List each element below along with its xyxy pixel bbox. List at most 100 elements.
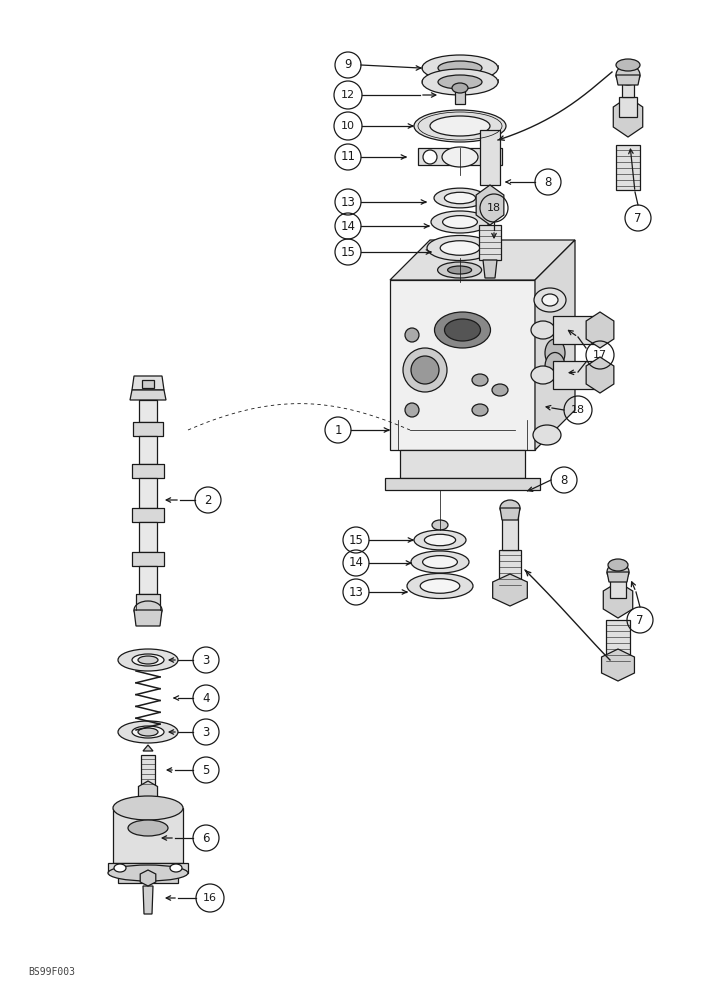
Text: 15: 15: [349, 534, 363, 546]
Ellipse shape: [431, 211, 489, 233]
Ellipse shape: [472, 374, 488, 386]
Text: 17: 17: [593, 350, 607, 360]
Ellipse shape: [438, 61, 482, 75]
Ellipse shape: [113, 796, 183, 820]
Ellipse shape: [434, 188, 486, 208]
Text: 18: 18: [571, 405, 585, 415]
Ellipse shape: [438, 75, 482, 89]
Polygon shape: [502, 510, 518, 550]
Ellipse shape: [423, 556, 457, 568]
Ellipse shape: [442, 147, 478, 167]
Polygon shape: [607, 572, 629, 582]
Polygon shape: [143, 745, 153, 751]
Text: 14: 14: [340, 220, 355, 232]
Polygon shape: [603, 582, 633, 618]
Polygon shape: [136, 594, 160, 610]
Text: 18: 18: [487, 203, 501, 213]
Text: 3: 3: [202, 726, 210, 738]
Ellipse shape: [118, 721, 178, 743]
Polygon shape: [118, 873, 178, 883]
Polygon shape: [134, 610, 162, 626]
Ellipse shape: [452, 83, 468, 93]
Polygon shape: [138, 781, 157, 803]
Ellipse shape: [118, 649, 178, 671]
Polygon shape: [130, 390, 166, 400]
Text: 10: 10: [341, 121, 355, 131]
Polygon shape: [479, 225, 501, 260]
Polygon shape: [132, 376, 164, 390]
Polygon shape: [385, 478, 540, 490]
Text: BS99F003: BS99F003: [28, 967, 75, 977]
Polygon shape: [133, 422, 163, 436]
Polygon shape: [610, 578, 626, 598]
Polygon shape: [622, 80, 634, 97]
Text: 7: 7: [637, 613, 644, 626]
Ellipse shape: [438, 262, 481, 278]
Text: 15: 15: [340, 245, 355, 258]
Polygon shape: [480, 130, 500, 185]
Text: 16: 16: [203, 893, 217, 903]
Polygon shape: [139, 400, 157, 422]
Text: 7: 7: [634, 212, 642, 225]
Text: 14: 14: [348, 556, 364, 570]
Ellipse shape: [132, 726, 164, 738]
Ellipse shape: [443, 216, 478, 228]
Ellipse shape: [422, 55, 498, 81]
Ellipse shape: [132, 654, 164, 666]
Text: 5: 5: [202, 764, 210, 776]
Ellipse shape: [424, 534, 456, 546]
Text: 12: 12: [341, 90, 355, 100]
Polygon shape: [476, 185, 504, 225]
Ellipse shape: [405, 328, 419, 342]
Polygon shape: [619, 97, 637, 117]
Ellipse shape: [432, 520, 448, 530]
Ellipse shape: [616, 65, 640, 85]
Ellipse shape: [423, 150, 437, 164]
Ellipse shape: [414, 110, 506, 142]
Polygon shape: [613, 97, 643, 137]
Text: 9: 9: [344, 58, 352, 72]
Ellipse shape: [430, 116, 490, 136]
Ellipse shape: [427, 235, 493, 261]
Ellipse shape: [533, 425, 561, 445]
Polygon shape: [132, 464, 164, 478]
Polygon shape: [132, 508, 164, 522]
Polygon shape: [535, 240, 575, 450]
Ellipse shape: [534, 288, 566, 312]
Polygon shape: [143, 886, 153, 914]
Text: 4: 4: [202, 692, 210, 704]
Ellipse shape: [170, 864, 182, 872]
Polygon shape: [493, 574, 528, 606]
Ellipse shape: [608, 559, 628, 571]
Polygon shape: [113, 808, 183, 863]
Ellipse shape: [114, 864, 126, 872]
Ellipse shape: [531, 366, 555, 384]
Ellipse shape: [405, 403, 419, 417]
Ellipse shape: [138, 728, 158, 736]
Polygon shape: [602, 649, 634, 681]
Polygon shape: [553, 361, 595, 389]
Ellipse shape: [440, 241, 480, 255]
Polygon shape: [139, 436, 157, 464]
Text: 11: 11: [340, 150, 355, 163]
Text: 3: 3: [202, 654, 210, 666]
Ellipse shape: [420, 579, 460, 593]
Ellipse shape: [128, 820, 168, 836]
Polygon shape: [553, 316, 595, 344]
Ellipse shape: [414, 530, 466, 550]
Ellipse shape: [444, 319, 481, 341]
Polygon shape: [139, 478, 157, 508]
Polygon shape: [140, 870, 156, 886]
Polygon shape: [616, 145, 640, 190]
Ellipse shape: [108, 865, 188, 881]
Polygon shape: [108, 863, 188, 873]
Ellipse shape: [138, 656, 158, 664]
Polygon shape: [586, 312, 614, 348]
Polygon shape: [500, 508, 520, 520]
Ellipse shape: [472, 404, 488, 416]
Ellipse shape: [411, 551, 469, 573]
Polygon shape: [390, 280, 535, 450]
Text: 13: 13: [340, 196, 355, 209]
Text: 6: 6: [202, 832, 210, 844]
Polygon shape: [139, 566, 157, 594]
